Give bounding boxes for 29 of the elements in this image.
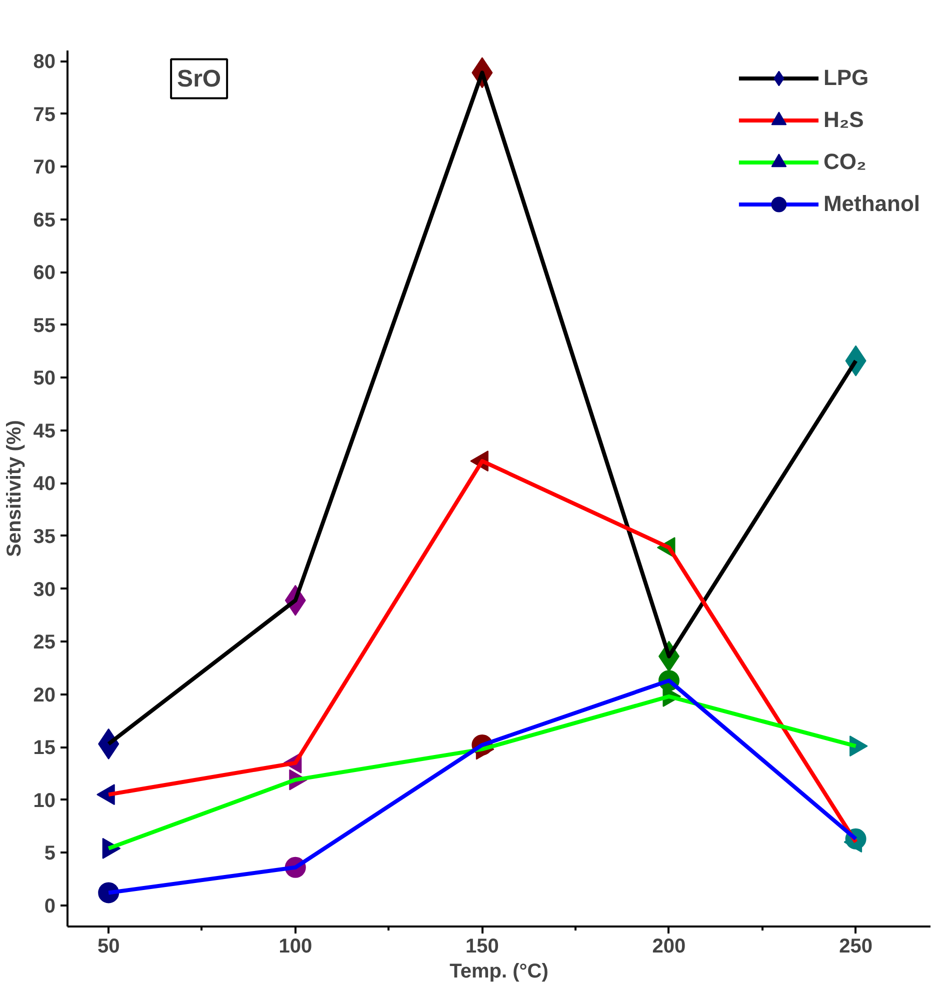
- x-tick-label: 150: [466, 936, 499, 958]
- y-tick-label: 5: [44, 842, 56, 865]
- y-tick-label: 75: [33, 104, 56, 126]
- y-tick-label: 40: [33, 473, 56, 496]
- y-tick-label: 55: [33, 314, 56, 337]
- legend-label: H₂S: [823, 107, 864, 133]
- x-tick-label: 250: [839, 936, 872, 958]
- legend-label: CO₂: [823, 149, 866, 175]
- y-tick-label: 35: [33, 526, 56, 548]
- y-tick-label: 65: [33, 209, 56, 232]
- y-axis-title: Sensitivity (%): [3, 420, 26, 557]
- x-tick-label: 50: [97, 936, 120, 958]
- y-tick-label: 45: [33, 420, 56, 442]
- y-tick-label: 60: [33, 262, 56, 284]
- legend-label: LPG: [823, 65, 869, 91]
- y-tick-label: 20: [33, 684, 56, 706]
- x-tick-label: 200: [652, 936, 686, 958]
- text: SrO: [177, 65, 222, 92]
- y-tick-label: 0: [44, 895, 56, 918]
- x-tick-label: 100: [278, 936, 312, 958]
- y-tick-label: 80: [33, 51, 56, 74]
- x-axis-title: Temp. (°C): [450, 960, 548, 982]
- legend-label: Methanol: [823, 191, 920, 217]
- y-tick-label: 50: [33, 368, 56, 390]
- y-tick-label: 15: [33, 737, 56, 760]
- y-tick-label: 30: [33, 578, 56, 601]
- y-tick-label: 70: [33, 156, 56, 179]
- y-tick-label: 10: [33, 790, 56, 812]
- y-tick-label: 25: [33, 632, 56, 654]
